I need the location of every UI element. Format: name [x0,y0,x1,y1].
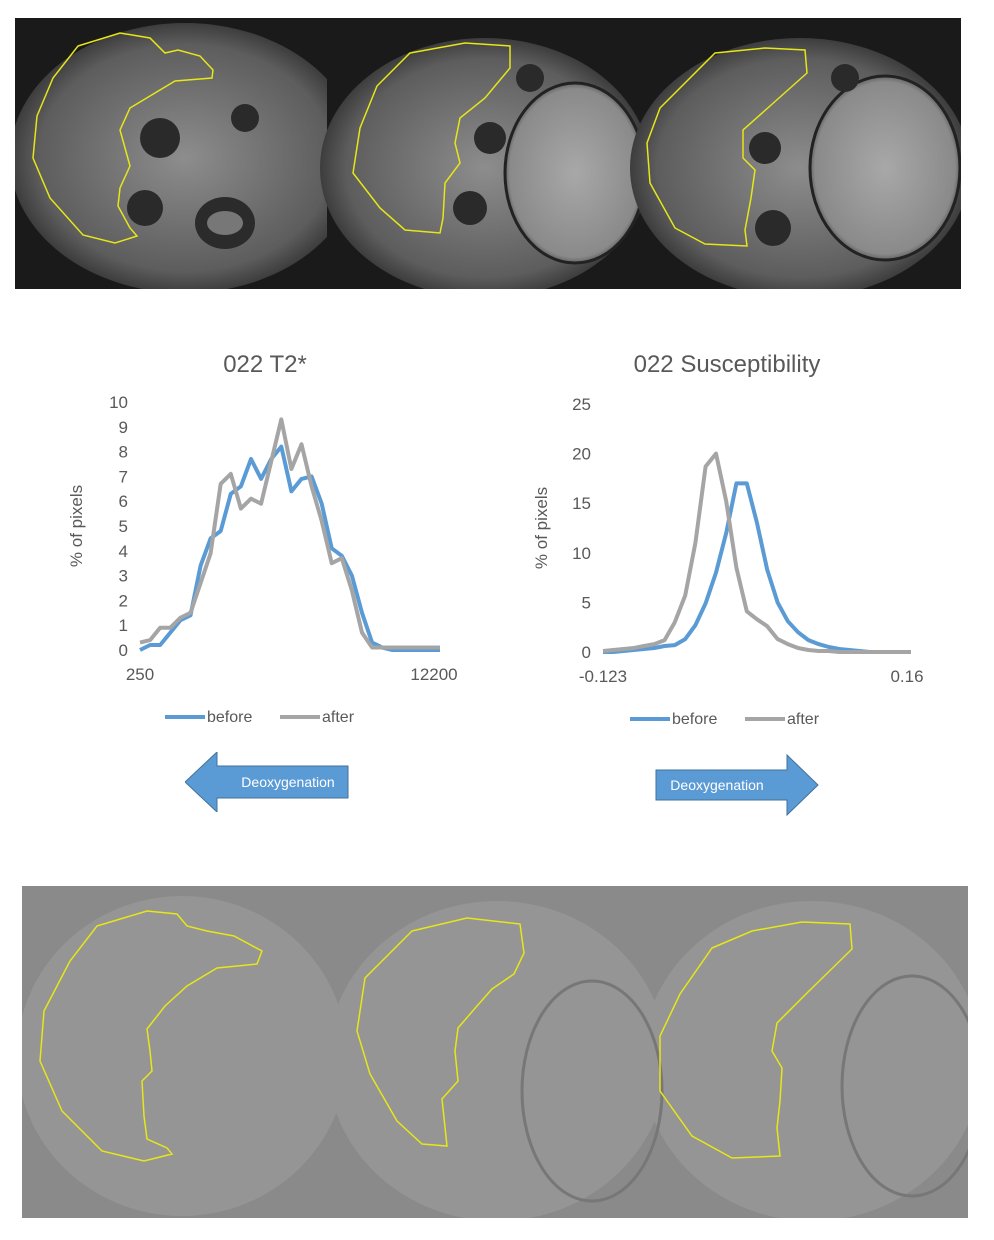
x-tick-label-max: 12200 [410,665,457,684]
y-tick-label: 1 [119,616,128,635]
x-tick-label-min: 250 [126,665,154,684]
y-tick-label: 0 [582,643,591,662]
roi-polygon [646,47,808,247]
roi-polygon [39,910,263,1162]
y-tick-label: 2 [119,591,128,610]
y-tick-label: 4 [119,542,128,561]
y-tick-label: 5 [119,517,128,536]
y-tick-label: 25 [572,395,591,414]
mri-slice-2 [320,18,650,298]
mri-t2star-images [10,18,970,298]
chart-susceptibility-svg: 022 Susceptibility 0 5 10 15 20 25 % of pixels -… [532,351,924,728]
series-line-before [603,481,911,654]
legend-label-after: after [787,711,820,728]
susceptibility-map-images [17,886,984,1221]
arrow-left-label: Deoxygenation [241,774,334,790]
roi-polygon [32,32,214,244]
y-axis-label: % of pixels [67,485,86,567]
arrow-left-shape [184,750,349,814]
chart-title: 022 T2* [223,351,307,378]
x-tick-label-min: -0.123 [579,667,627,686]
x-tick-label-max: 0.16 [890,667,923,686]
series-line-after [602,451,911,654]
y-tick-label: 0 [119,641,128,660]
series-line-before [139,444,440,652]
legend-label-before: before [207,709,252,726]
mri-image-row-top [10,18,970,298]
y-tick-label: 7 [119,467,128,486]
legend-label-before: before [672,711,717,728]
arrow-right-shape [655,753,819,817]
y-tick-label: 3 [119,567,128,586]
chart-title: 022 Susceptibility [634,351,821,378]
y-tick-label: 15 [572,494,591,513]
y-tick-label: 5 [582,593,591,612]
deoxygenation-arrow-right: Deoxygenation [655,753,820,817]
legend-label-after: after [322,709,355,726]
mri-slice-1 [10,23,360,293]
y-tick-label: 20 [572,445,591,464]
chart-t2star-svg: 022 T2* 0 1 2 3 4 5 6 7 8 9 10 % of pixels 250 12200 be… [67,351,458,726]
series-line-after [139,417,440,650]
y-tick-label: 6 [119,492,128,511]
deoxygenation-arrow-left: Deoxygenation [184,750,350,814]
roi-polygon [659,921,853,1159]
roi-polygon [352,42,511,234]
mri-slice-3 [630,18,970,298]
chart-susceptibility: 022 Susceptibility 0 5 10 15 20 25 % of pixels -… [525,340,945,730]
y-tick-label: 8 [119,443,128,462]
mri-image-row-bottom [17,886,984,1221]
y-tick-label: 9 [119,418,128,437]
y-tick-label: 10 [109,393,128,412]
y-axis-label: % of pixels [532,487,551,569]
roi-polygon [356,917,525,1147]
y-tick-label: 10 [572,544,591,563]
chart-t2star: 022 T2* 0 1 2 3 4 5 6 7 8 9 10 % of pixels 250 12200 be… [60,340,470,730]
arrow-right-label: Deoxygenation [670,777,763,793]
